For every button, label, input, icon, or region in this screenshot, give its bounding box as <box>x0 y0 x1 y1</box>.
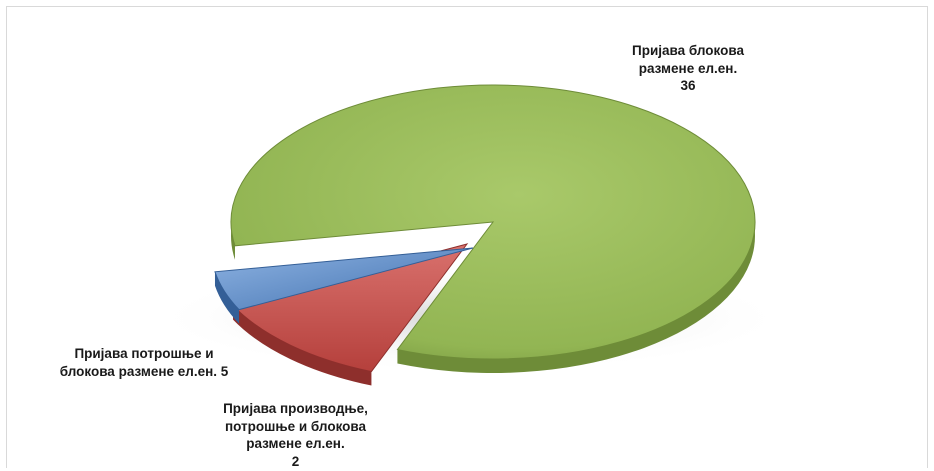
slice-label-value: 2 <box>291 453 300 469</box>
slice-label-line: блокова размене ел.ен. 5 <box>59 363 229 379</box>
slice-label-value: 36 <box>680 78 696 93</box>
chart-frame <box>6 6 928 468</box>
slice-label-line: размене ел.ен. <box>638 60 738 76</box>
slice-label-blue: Пријава производње, потрошње и блокова р… <box>208 400 383 470</box>
slice-label-line: Пријава производње, <box>223 401 368 416</box>
slice-label-line: Пријава блокова <box>632 43 744 58</box>
pie-slice-0 <box>230 84 756 360</box>
slice-label-line: Пријава потрошње и <box>74 346 214 361</box>
pie-slice-2 <box>214 247 474 311</box>
slice-label-green: Пријава блокова размене ел.ен. 36 <box>618 42 758 95</box>
slice-label-line: потрошње и блокова <box>224 418 367 434</box>
slice-label-line: размене ел.ен. <box>246 436 345 451</box>
pie-slice-side-2 <box>214 271 240 324</box>
slice-label-red: Пријава потрошње и блокова размене ел.ен… <box>44 345 244 380</box>
pie-slice-side-1 <box>233 305 372 386</box>
pie-slice-1 <box>232 243 469 373</box>
